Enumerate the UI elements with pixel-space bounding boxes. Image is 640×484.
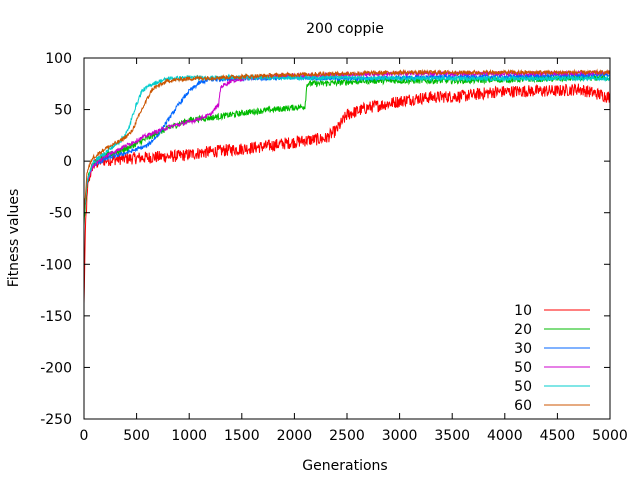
x-tick-label: 5000 — [592, 428, 628, 444]
x-axis-label: Generations — [302, 458, 387, 474]
series-line-50-4 — [83, 73, 611, 213]
y-tick-label: -200 — [40, 360, 72, 376]
y-tick-label: -150 — [40, 309, 72, 325]
plot-lines — [83, 68, 611, 304]
legend-label-3: 50 — [514, 360, 532, 376]
y-tick-label: -100 — [40, 257, 72, 273]
legend-label-2: 30 — [514, 341, 532, 357]
x-tick-label: 2500 — [329, 428, 365, 444]
x-tick-label: 0 — [80, 428, 89, 444]
x-tick-label: 4000 — [487, 428, 523, 444]
axes: 0 500 1000 1500 2000 2500 3000 3500 4000 4500 5000… — [40, 51, 628, 444]
x-tick-label: 2000 — [277, 428, 313, 444]
chart-title: 200 coppie — [306, 21, 384, 37]
series-line-10-0 — [83, 83, 611, 304]
x-tick-label: 4500 — [540, 428, 576, 444]
legend-label-5: 60 — [514, 398, 532, 414]
legend-label-4: 50 — [514, 379, 532, 395]
y-tick-label: 0 — [63, 154, 72, 170]
legend: 10 20 30 50 50 60 — [514, 303, 590, 414]
y-tick-label: -250 — [40, 412, 72, 428]
x-tick-label: 1500 — [224, 428, 260, 444]
y-tick-label: 100 — [45, 51, 72, 67]
y-tick-label: 50 — [54, 103, 72, 119]
legend-label-0: 10 — [514, 303, 532, 319]
series-line-60-5 — [83, 68, 611, 214]
legend-label-1: 20 — [514, 322, 532, 338]
y-tick-label: -50 — [49, 206, 72, 222]
y-axis-label: Fitness values — [6, 189, 22, 287]
x-tick-label: 500 — [123, 428, 150, 444]
x-tick-label: 1000 — [171, 428, 207, 444]
x-tick-label: 3000 — [382, 428, 418, 444]
series-line-20-1 — [83, 74, 611, 227]
x-tick-label: 3500 — [434, 428, 470, 444]
